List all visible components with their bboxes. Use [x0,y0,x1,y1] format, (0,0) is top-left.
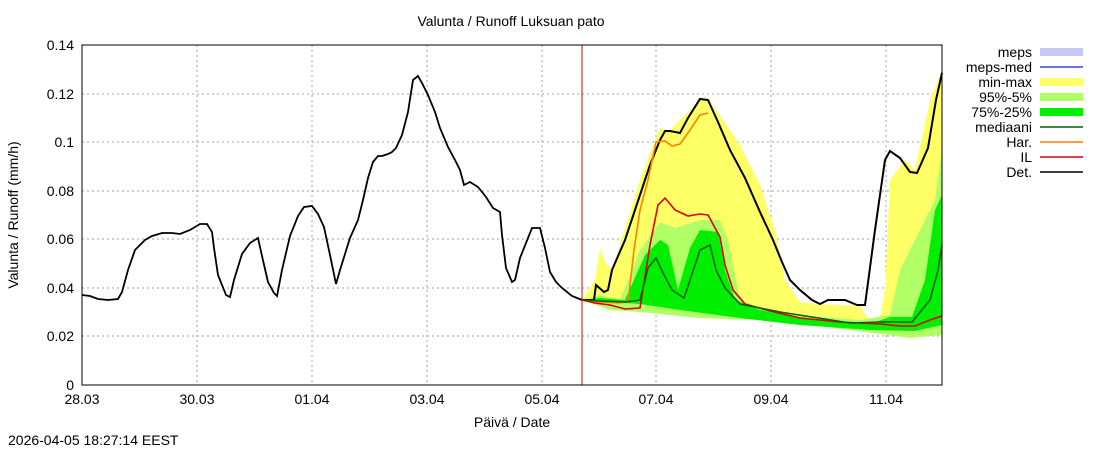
svg-text:28.03: 28.03 [64,391,99,407]
legend-label-min-max: min-max [978,74,1032,90]
har-line [581,112,709,304]
legend-swatch-min-max [1040,78,1083,86]
svg-text:09.04: 09.04 [753,391,788,407]
svg-text:30.03: 30.03 [179,391,214,407]
observed-line [81,74,583,301]
vertical-grid [196,45,887,385]
svg-text:05.04: 05.04 [524,391,559,407]
svg-text:0.14: 0.14 [47,37,74,53]
y-axis-label: Valunta / Runoff (mm/h) [5,141,21,288]
svg-text:0.12: 0.12 [47,86,74,102]
chart-title: Valunta / Runoff Luksuan pato [417,13,604,29]
svg-text:07.04: 07.04 [638,391,673,407]
legend: meps meps-med min-max 95%-5% 75%-25% med… [966,44,1083,180]
timestamp: 2026-04-05 18:27:14 EEST [8,432,179,448]
legend-label-det: Det. [1006,164,1032,180]
legend-swatch-95-5 [1040,93,1083,101]
svg-text:0.06: 0.06 [47,231,74,247]
svg-text:03.04: 03.04 [409,391,444,407]
svg-text:11.04: 11.04 [869,391,903,407]
x-tick-labels: 28.03 30.03 01.04 03.04 05.04 07.04 09.0… [64,391,903,407]
75-25-band [582,195,942,331]
y-tick-labels: 0 0.02 0.04 0.06 0.08 0.1 0.12 0.14 [47,37,74,393]
svg-text:0: 0 [66,377,74,393]
legend-swatch-meps [1040,48,1083,56]
svg-text:0.1: 0.1 [55,134,75,150]
svg-text:0.08: 0.08 [47,183,74,199]
legend-label-har: Har. [1006,134,1032,150]
legend-label-mediaani: mediaani [975,119,1032,135]
svg-text:0.04: 0.04 [47,280,74,296]
legend-label-il: IL [1020,149,1032,165]
il-line [581,196,943,327]
det-line [582,72,943,306]
svg-text:01.04: 01.04 [294,391,329,407]
legend-label-meps: meps [998,44,1032,60]
mediaani-line [581,243,943,324]
legend-swatch-75-25 [1040,108,1083,116]
svg-text:0.02: 0.02 [47,328,74,344]
plot-frame [81,44,943,386]
x-axis-label: Päivä / Date [474,414,550,430]
legend-label-75-25: 75%-25% [971,104,1032,120]
legend-label-meps-med: meps-med [966,59,1032,75]
legend-label-95-5: 95%-5% [979,89,1032,105]
